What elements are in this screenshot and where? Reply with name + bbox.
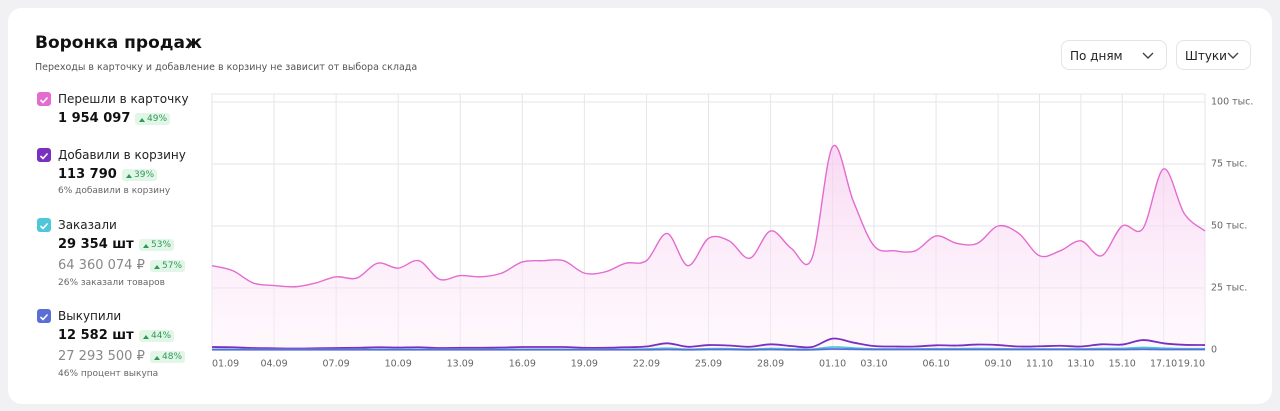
x-tick-label: 17.10 <box>1150 359 1177 370</box>
x-tick-label: 25.09 <box>695 359 722 370</box>
x-tick-label: 11.10 <box>1026 359 1053 370</box>
metric-value-2: 64 360 074 ₽ <box>58 258 145 273</box>
y-tick-label: 0 <box>1211 345 1217 356</box>
x-tick-label: 13.09 <box>447 359 474 370</box>
line <box>211 144 1206 288</box>
title[interactable]: Воронка продаж <box>35 33 202 53</box>
change-badge: 49% <box>135 113 171 125</box>
dropdown-arrow <box>1142 52 1154 59</box>
period-select[interactable]: По дням <box>1061 40 1167 70</box>
x-tick-label: 15.10 <box>1109 359 1136 370</box>
x-tick-label: 09.10 <box>985 359 1012 370</box>
metric-name: Перешли в карточку <box>58 92 189 106</box>
x-tick-label: 06.10 <box>922 359 949 370</box>
metric-note: 26% заказали товаров <box>58 278 165 288</box>
dropdown-arrow <box>1227 52 1239 59</box>
unit-select[interactable]: Штуки <box>1176 40 1251 70</box>
x-tick-label: 13.10 <box>1067 359 1094 370</box>
metric-value: 1 954 097 <box>58 111 131 126</box>
metric-value: 113 790 <box>58 167 117 182</box>
metric-value: 12 582 шт <box>58 328 134 343</box>
line <box>211 348 1205 351</box>
metric-note: 6% добавили в корзину <box>58 186 171 196</box>
chevron <box>187 39 194 49</box>
x-tick-label: 01.09 <box>212 359 239 370</box>
change-badge: 57% <box>150 260 186 272</box>
x-tick-label: 19.09 <box>571 359 598 370</box>
checkbox[interactable] <box>37 218 51 232</box>
metric-value-2: 27 293 500 ₽ <box>58 349 145 364</box>
change-badge: 53% <box>139 239 175 251</box>
x-tick-label: 01.10 <box>819 359 846 370</box>
y-tick-label: 100 тыс. <box>1211 97 1253 108</box>
x-tick-label: 03.10 <box>860 359 887 370</box>
metric-value: 29 354 шт <box>58 237 134 252</box>
x-tick-label: 16.09 <box>509 359 536 370</box>
area <box>212 145 1205 350</box>
metric-name: Заказали <box>58 218 117 232</box>
y-tick-label: 50 тыс. <box>1211 221 1247 232</box>
y-tick-label: 75 тыс. <box>1211 159 1247 170</box>
line <box>211 337 1206 350</box>
x-tick-label: 28.09 <box>757 359 784 370</box>
x-tick-label: 19.10 <box>1178 359 1205 370</box>
checkbox[interactable] <box>37 92 51 106</box>
change-badge: 48% <box>150 351 186 363</box>
metric-name: Добавили в корзину <box>58 148 186 162</box>
metric-name: Выкупили <box>58 309 122 323</box>
change-badge: 39% <box>122 169 158 181</box>
x-tick-label: 04.09 <box>260 359 287 370</box>
y-tick-label: 25 тыс. <box>1211 283 1247 294</box>
checkbox[interactable] <box>37 148 51 162</box>
x-tick-label: 22.09 <box>633 359 660 370</box>
x-tick-label: 07.09 <box>323 359 350 370</box>
x-tick-label: 10.09 <box>385 359 412 370</box>
metric-note: 46% процент выкупа <box>58 369 159 379</box>
change-badge: 44% <box>139 330 175 342</box>
subtitle: Переходы в карточку и добавление в корзи… <box>35 62 418 73</box>
checkbox[interactable] <box>37 309 51 323</box>
